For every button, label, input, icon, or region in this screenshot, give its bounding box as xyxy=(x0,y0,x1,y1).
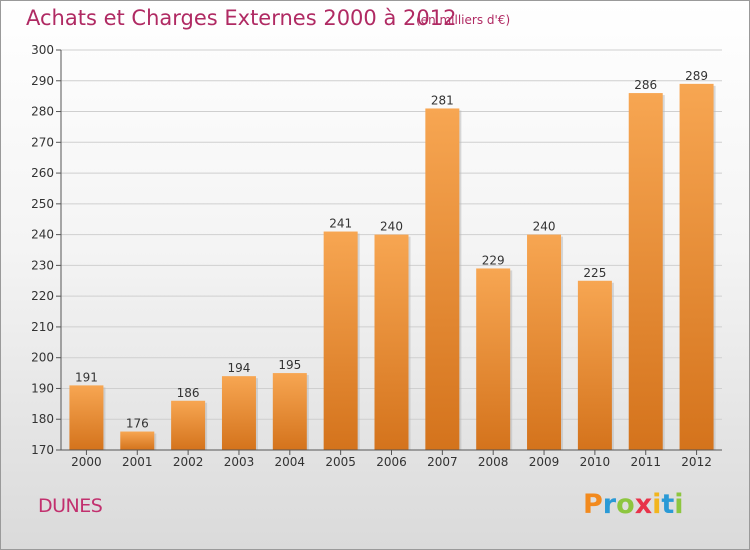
x-tick-label: 2011 xyxy=(630,455,661,469)
bar-value-label: 240 xyxy=(533,220,556,234)
logo-letter: t xyxy=(661,489,675,520)
logo-letter: P xyxy=(583,489,603,520)
logo-letter: r xyxy=(602,489,617,520)
y-tick-label: 270 xyxy=(31,135,54,149)
x-tick-label: 2003 xyxy=(224,455,255,469)
x-tick-label: 2009 xyxy=(529,455,560,469)
y-tick-label: 250 xyxy=(31,197,54,211)
x-tick-label: 2008 xyxy=(478,455,509,469)
bar xyxy=(628,93,663,451)
x-tick-label: 2000 xyxy=(71,455,102,469)
y-tick-label: 170 xyxy=(31,443,54,457)
bars xyxy=(69,83,716,451)
bar-value-label: 194 xyxy=(228,361,251,375)
bar xyxy=(221,376,256,450)
bar xyxy=(272,373,307,450)
bar xyxy=(69,385,104,450)
y-tick-label: 240 xyxy=(31,228,54,242)
logo-letter: x xyxy=(634,489,653,520)
bar xyxy=(120,431,155,450)
logo-letter: i xyxy=(652,489,662,520)
bar-value-label: 176 xyxy=(126,417,149,431)
y-tick-label: 220 xyxy=(31,289,54,303)
chart-title: Achats et Charges Externes 2000 à 2012 xyxy=(26,6,457,30)
logo-letter: o xyxy=(616,489,635,520)
bar xyxy=(323,231,358,450)
x-tick-label: 2007 xyxy=(427,455,458,469)
chart-subtitle: (en milliers d'€) xyxy=(416,13,511,27)
proxiti-logo: Proxiti xyxy=(583,489,684,520)
bar-value-label: 229 xyxy=(482,253,505,267)
bar xyxy=(476,268,511,450)
bar xyxy=(171,400,206,450)
place-name: DUNES xyxy=(38,495,103,517)
y-tick-label: 280 xyxy=(31,105,54,119)
bar-value-label: 289 xyxy=(685,69,708,83)
x-tick-label: 2006 xyxy=(376,455,407,469)
bar-value-label: 195 xyxy=(278,358,301,372)
y-tick-label: 200 xyxy=(31,351,54,365)
bar-value-label: 241 xyxy=(329,217,352,231)
x-tick-label: 2005 xyxy=(325,455,356,469)
y-tick-label: 290 xyxy=(31,74,54,88)
labels: 170 180 190 200 210 220 230 240 250 260 270 280 290 3… xyxy=(31,43,712,469)
y-tick-label: 300 xyxy=(31,43,54,57)
x-tick-label: 2002 xyxy=(173,455,204,469)
logo-letter: i xyxy=(674,489,684,520)
y-tick-label: 260 xyxy=(31,166,54,180)
bar xyxy=(425,108,460,450)
x-tick-label: 2004 xyxy=(275,455,306,469)
axes xyxy=(56,49,722,455)
y-tick-label: 230 xyxy=(31,258,54,272)
bar-value-label: 286 xyxy=(634,78,657,92)
y-tick-label: 180 xyxy=(31,412,54,426)
y-tick-label: 190 xyxy=(31,381,54,395)
bar xyxy=(679,83,714,450)
y-tick-label: 210 xyxy=(31,320,54,334)
bar xyxy=(374,234,409,450)
bar-value-label: 186 xyxy=(177,386,200,400)
bar xyxy=(577,280,612,450)
bar xyxy=(527,234,562,450)
bar-value-label: 191 xyxy=(75,370,98,384)
x-tick-label: 2001 xyxy=(122,455,153,469)
x-tick-label: 2010 xyxy=(580,455,611,469)
bar-value-label: 281 xyxy=(431,93,454,107)
bar-value-label: 225 xyxy=(583,266,606,280)
x-tick-label: 2012 xyxy=(681,455,712,469)
bar-value-label: 240 xyxy=(380,220,403,234)
